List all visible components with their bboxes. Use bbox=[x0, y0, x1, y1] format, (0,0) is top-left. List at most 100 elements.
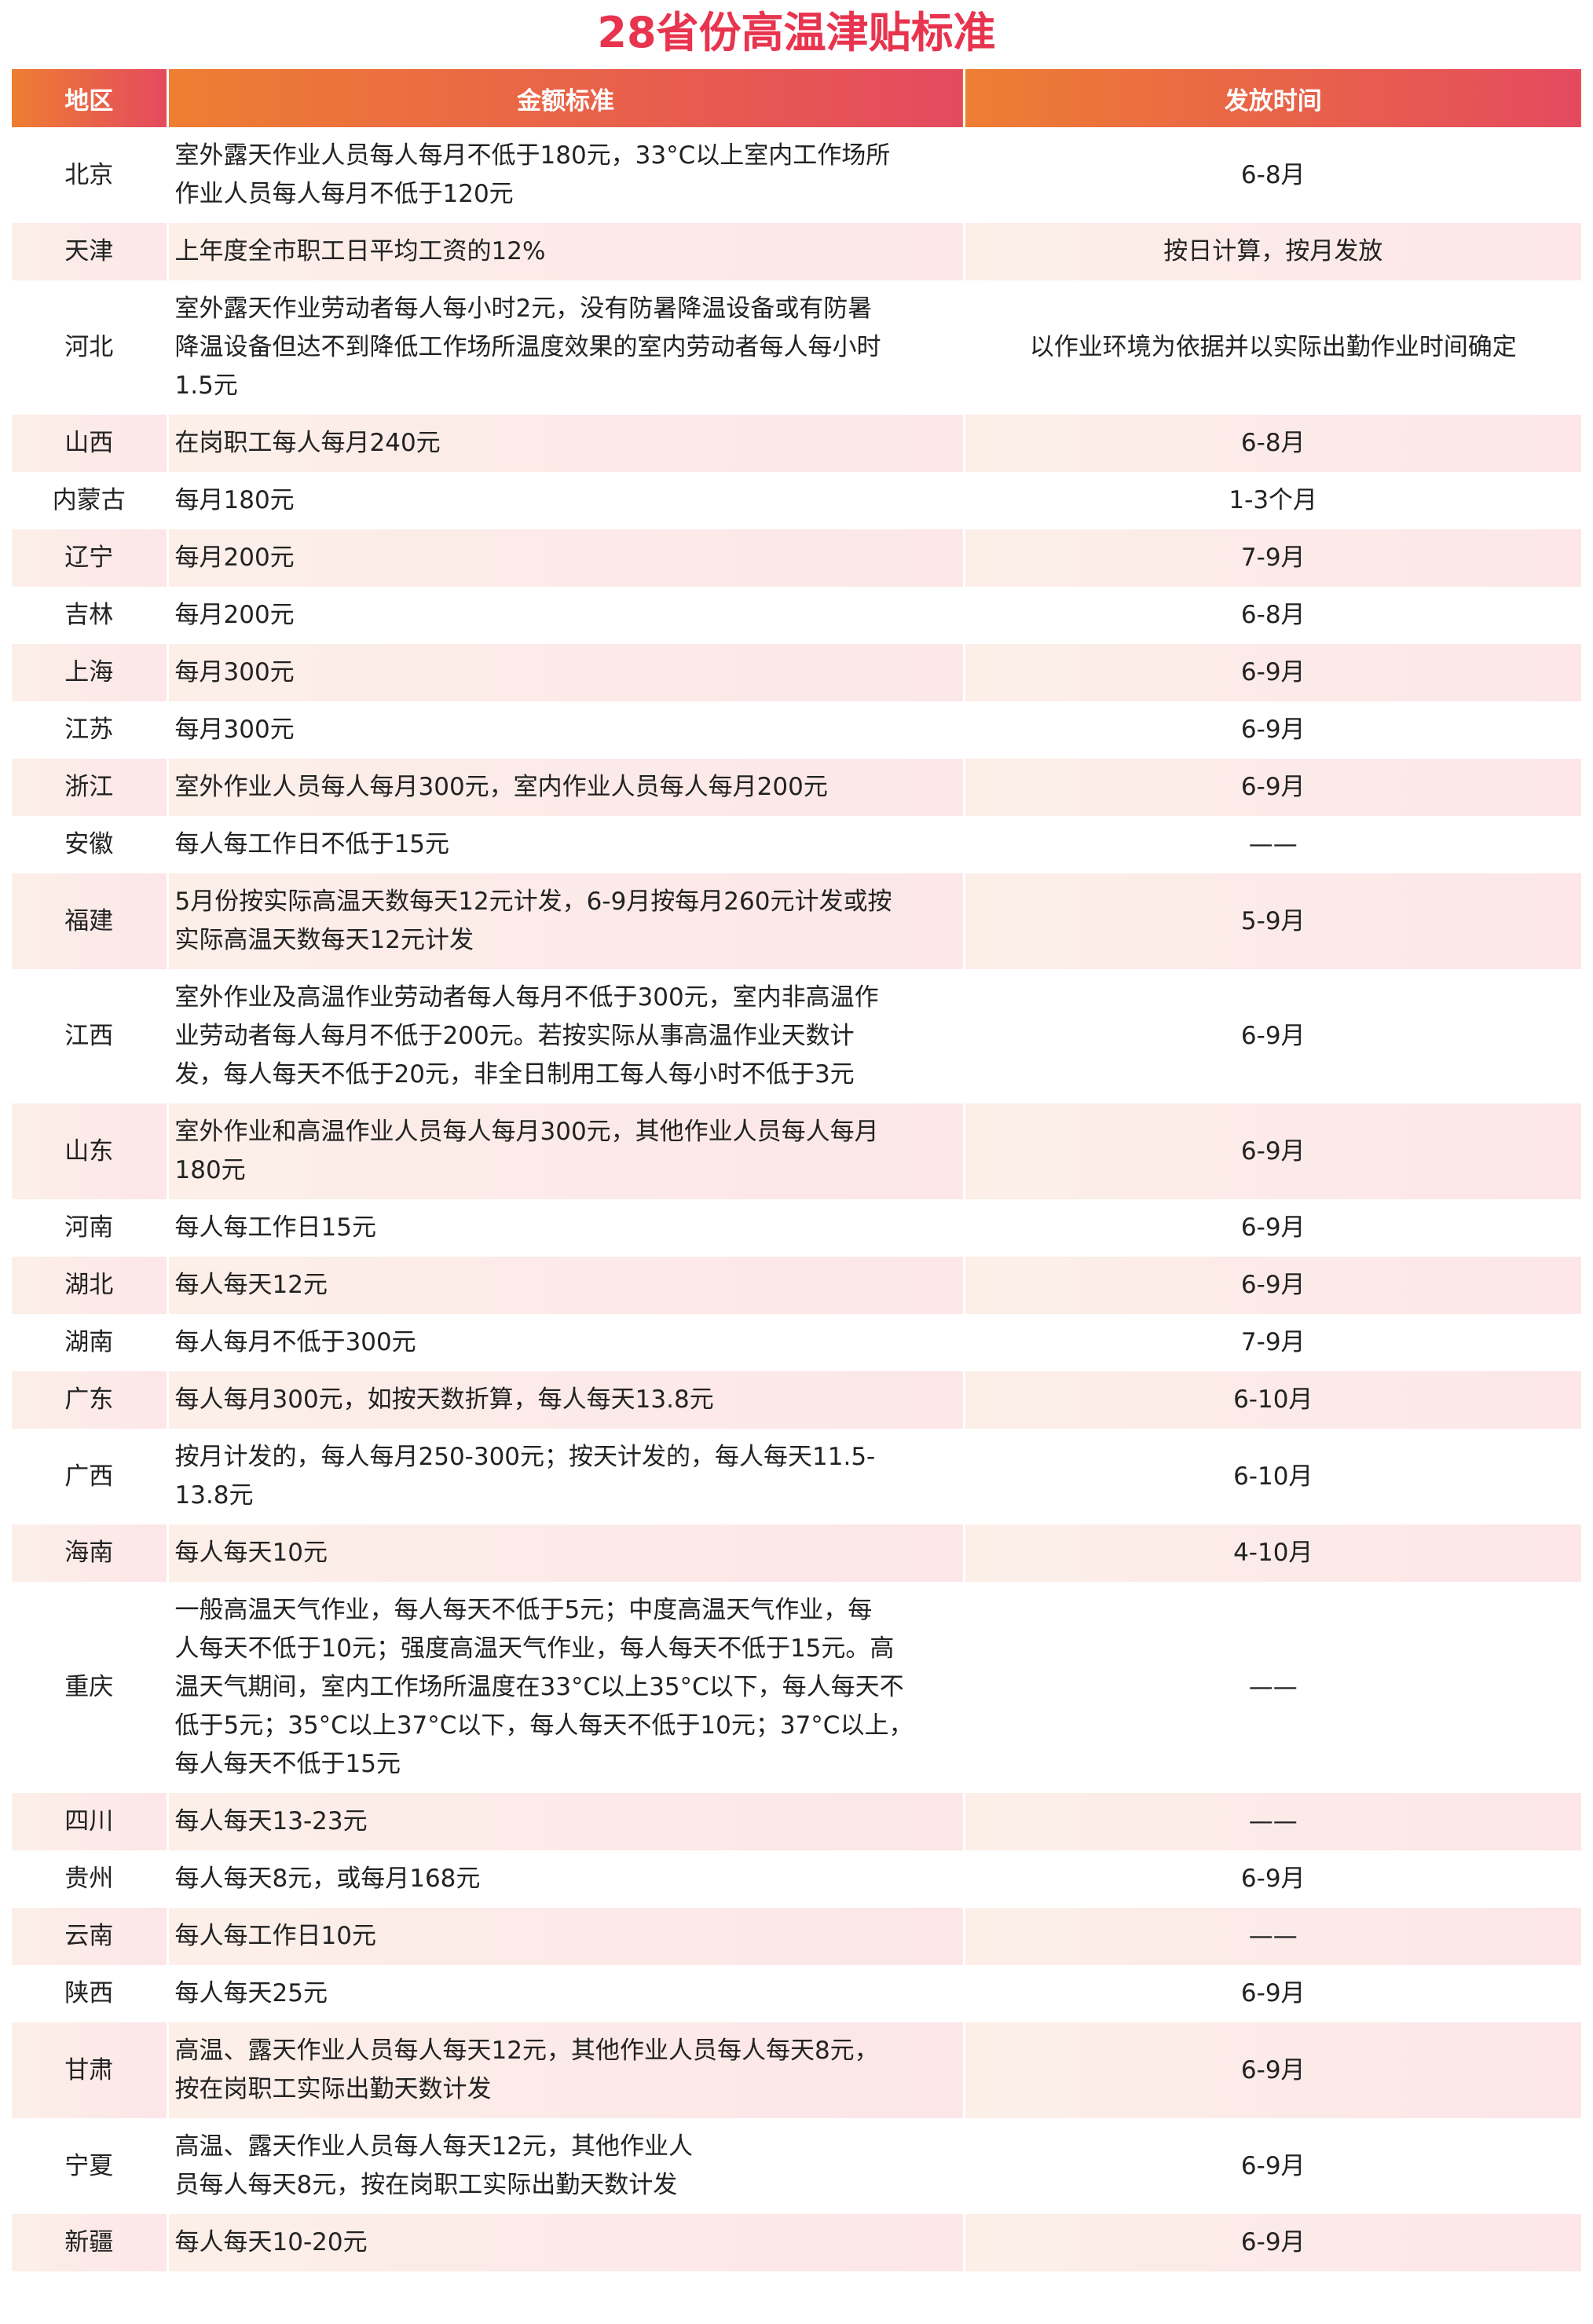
time-cell: 以作业环境为依据并以实际出勤作业时间确定 bbox=[962, 280, 1581, 415]
table-row: 福建 5月份按实际高温天数每天12元计发，6-9月按每月260元计发或按 实际高温… bbox=[12, 873, 1581, 969]
time-cell: 7-9月 bbox=[962, 529, 1581, 587]
table-row: 上海 每月300元 6-9月 bbox=[12, 644, 1581, 701]
amount-cell: 每人每天10-20元 bbox=[166, 2214, 964, 2271]
amount-cell: 每人每月不低于300元 bbox=[166, 1314, 964, 1371]
time-cell: —— bbox=[962, 816, 1581, 873]
time-cell: 6-9月 bbox=[962, 969, 1581, 1103]
table-row: 湖北 每人每天12元 6-9月 bbox=[12, 1257, 1581, 1314]
region-cell: 北京 bbox=[64, 160, 114, 189]
region-cell: 江西 bbox=[64, 1022, 114, 1050]
table-row: 云南 每人每工作日10元 —— bbox=[12, 1908, 1581, 1965]
region-cell: 天津 bbox=[12, 223, 167, 280]
amount-cell: 高温、露天作业人员每人每天12元，其他作业人 员每人每天8元，按在岗职工实际出勤… bbox=[166, 2118, 964, 2214]
time-cell: 6-9月 bbox=[962, 1199, 1581, 1257]
region-cell: 云南 bbox=[12, 1908, 167, 1965]
table-row: 广东 每人每月300元，如按天数折算，每人每天13.8元 6-10月 bbox=[12, 1371, 1581, 1429]
table-row: 吉林 每月200元 6-8月 bbox=[12, 587, 1581, 644]
amount-cell: 每人每工作日10元 bbox=[166, 1908, 964, 1965]
time-cell: —— bbox=[962, 1908, 1581, 1965]
table-row: 安徽 每人每工作日不低于15元 —— bbox=[12, 816, 1581, 873]
amount-cell: 每人每天12元 bbox=[166, 1257, 964, 1314]
time-cell: 1-3个月 bbox=[962, 472, 1581, 529]
amount-cell: 在岗职工每人每月240元 bbox=[166, 415, 964, 472]
time-cell: 6-9月 bbox=[962, 1850, 1581, 1908]
table-row: 四川 每人每天13-23元 —— bbox=[12, 1793, 1581, 1850]
time-cell: 6-10月 bbox=[962, 1429, 1581, 1524]
time-cell: 4-10月 bbox=[962, 1524, 1581, 1582]
table-row: 江苏 每月300元 6-9月 bbox=[12, 701, 1581, 759]
header-time: 发放时间 bbox=[962, 69, 1581, 127]
subsidy-table: 地区 金额标准 发放时间 北京 室外露天作业人员每人每月不低于180元，33°C以… bbox=[12, 69, 1581, 2271]
region-cell: 贵州 bbox=[64, 1865, 114, 1893]
table-row: 新疆 每人每天10-20元 6-9月 bbox=[12, 2214, 1581, 2271]
region-cell: 重庆 bbox=[64, 1673, 114, 1701]
time-cell: 6-8月 bbox=[962, 415, 1581, 472]
amount-cell: 按月计发的，每人每月250-300元；按天计发的，每人每天11.5- 13.8元 bbox=[166, 1429, 964, 1524]
table-row: 天津 上年度全市职工日平均工资的12% 按日计算，按月发放 bbox=[12, 223, 1581, 280]
time-cell: —— bbox=[962, 1582, 1581, 1793]
time-cell: 6-9月 bbox=[962, 2118, 1581, 2214]
table-row: 北京 室外露天作业人员每人每月不低于180元，33°C以上室内工作场所 作业人员每… bbox=[12, 127, 1581, 223]
time-cell: 6-9月 bbox=[962, 1257, 1581, 1314]
amount-cell: 每月300元 bbox=[166, 644, 964, 701]
amount-cell: 一般高温天气作业，每人每天不低于5元；中度高温天气作业，每 人每天不低于10元；… bbox=[166, 1582, 964, 1793]
region-cell: 内蒙古 bbox=[52, 486, 126, 514]
region-cell: 广西 bbox=[64, 1462, 114, 1491]
table-row: 陕西 每人每天25元 6-9月 bbox=[12, 1965, 1581, 2022]
region-cell: 河北 bbox=[64, 333, 114, 361]
region-cell: 山西 bbox=[12, 415, 167, 472]
region-cell: 山东 bbox=[12, 1103, 167, 1199]
region-cell: 安徽 bbox=[64, 830, 114, 858]
amount-cell: 每人每天13-23元 bbox=[166, 1793, 964, 1850]
table-row: 浙江 室外作业人员每人每月300元，室内作业人员每人每月200元 6-9月 bbox=[12, 759, 1581, 816]
amount-cell: 上年度全市职工日平均工资的12% bbox=[166, 223, 964, 280]
region-cell: 浙江 bbox=[12, 759, 167, 816]
table-row: 山西 在岗职工每人每月240元 6-8月 bbox=[12, 415, 1581, 472]
amount-cell: 每人每月300元，如按天数折算，每人每天13.8元 bbox=[166, 1371, 964, 1429]
time-cell: 7-9月 bbox=[962, 1314, 1581, 1371]
time-cell: 6-9月 bbox=[962, 701, 1581, 759]
table-row: 湖南 每人每月不低于300元 7-9月 bbox=[12, 1314, 1581, 1371]
amount-cell: 每人每天8元，或每月168元 bbox=[166, 1850, 964, 1908]
region-cell: 上海 bbox=[12, 644, 167, 701]
region-cell: 湖南 bbox=[64, 1328, 114, 1356]
region-cell: 江苏 bbox=[64, 715, 114, 744]
table-row: 江西 室外作业及高温作业劳动者每人每月不低于300元，室内非高温作 业劳动者每人每… bbox=[12, 969, 1581, 1103]
amount-cell: 室外作业人员每人每月300元，室内作业人员每人每月200元 bbox=[166, 759, 964, 816]
amount-cell: 每月300元 bbox=[166, 701, 964, 759]
region-cell: 甘肃 bbox=[12, 2022, 167, 2118]
table-row: 河北 室外露天作业劳动者每人每小时2元，没有防暑降温设备或有防暑 降温设备但达不到… bbox=[12, 280, 1581, 415]
time-cell: 按日计算，按月发放 bbox=[962, 223, 1581, 280]
page-title: 28省份高温津贴标准 bbox=[597, 8, 996, 57]
amount-cell: 每人每天10元 bbox=[166, 1524, 964, 1582]
time-cell: 6-10月 bbox=[962, 1371, 1581, 1429]
table-header-row: 地区 金额标准 发放时间 bbox=[12, 69, 1581, 127]
amount-cell: 每人每工作日不低于15元 bbox=[166, 816, 964, 873]
time-cell: 6-9月 bbox=[962, 644, 1581, 701]
table-row: 内蒙古 每月180元 1-3个月 bbox=[12, 472, 1581, 529]
amount-cell: 室外作业及高温作业劳动者每人每月不低于300元，室内非高温作 业劳动者每人每月不… bbox=[166, 969, 964, 1103]
table-row: 宁夏 高温、露天作业人员每人每天12元，其他作业人 员每人每天8元，按在岗职工实际… bbox=[12, 2118, 1581, 2214]
table-row: 重庆 一般高温天气作业，每人每天不低于5元；中度高温天气作业，每 人每天不低于10… bbox=[12, 1582, 1581, 1793]
time-cell: 5-9月 bbox=[962, 873, 1581, 969]
amount-cell: 每人每工作日15元 bbox=[166, 1199, 964, 1257]
time-cell: 6-8月 bbox=[962, 127, 1581, 223]
region-cell: 河南 bbox=[64, 1213, 114, 1242]
table-row: 甘肃 高温、露天作业人员每人每天12元，其他作业人员每人每天8元， 按在岗职工实际… bbox=[12, 2022, 1581, 2118]
time-cell: —— bbox=[962, 1793, 1581, 1850]
region-cell: 新疆 bbox=[12, 2214, 167, 2271]
amount-cell: 5月份按实际高温天数每天12元计发，6-9月按每月260元计发或按 实际高温天数… bbox=[166, 873, 964, 969]
region-cell: 广东 bbox=[12, 1371, 167, 1429]
header-amount: 金额标准 bbox=[166, 69, 964, 127]
time-cell: 6-9月 bbox=[962, 1103, 1581, 1199]
table-row: 辽宁 每月200元 7-9月 bbox=[12, 529, 1581, 587]
region-cell: 福建 bbox=[12, 873, 167, 969]
amount-cell: 高温、露天作业人员每人每天12元，其他作业人员每人每天8元， 按在岗职工实际出勤… bbox=[166, 2022, 964, 2118]
region-cell: 海南 bbox=[12, 1524, 167, 1582]
table-row: 广西 按月计发的，每人每月250-300元；按天计发的，每人每天11.5- 13.… bbox=[12, 1429, 1581, 1524]
amount-cell: 室外露天作业劳动者每人每小时2元，没有防暑降温设备或有防暑 降温设备但达不到降低… bbox=[166, 280, 964, 415]
time-cell: 6-9月 bbox=[962, 1965, 1581, 2022]
region-cell: 宁夏 bbox=[64, 2151, 114, 2180]
region-cell: 辽宁 bbox=[12, 529, 167, 587]
amount-cell: 每人每天25元 bbox=[166, 1965, 964, 2022]
